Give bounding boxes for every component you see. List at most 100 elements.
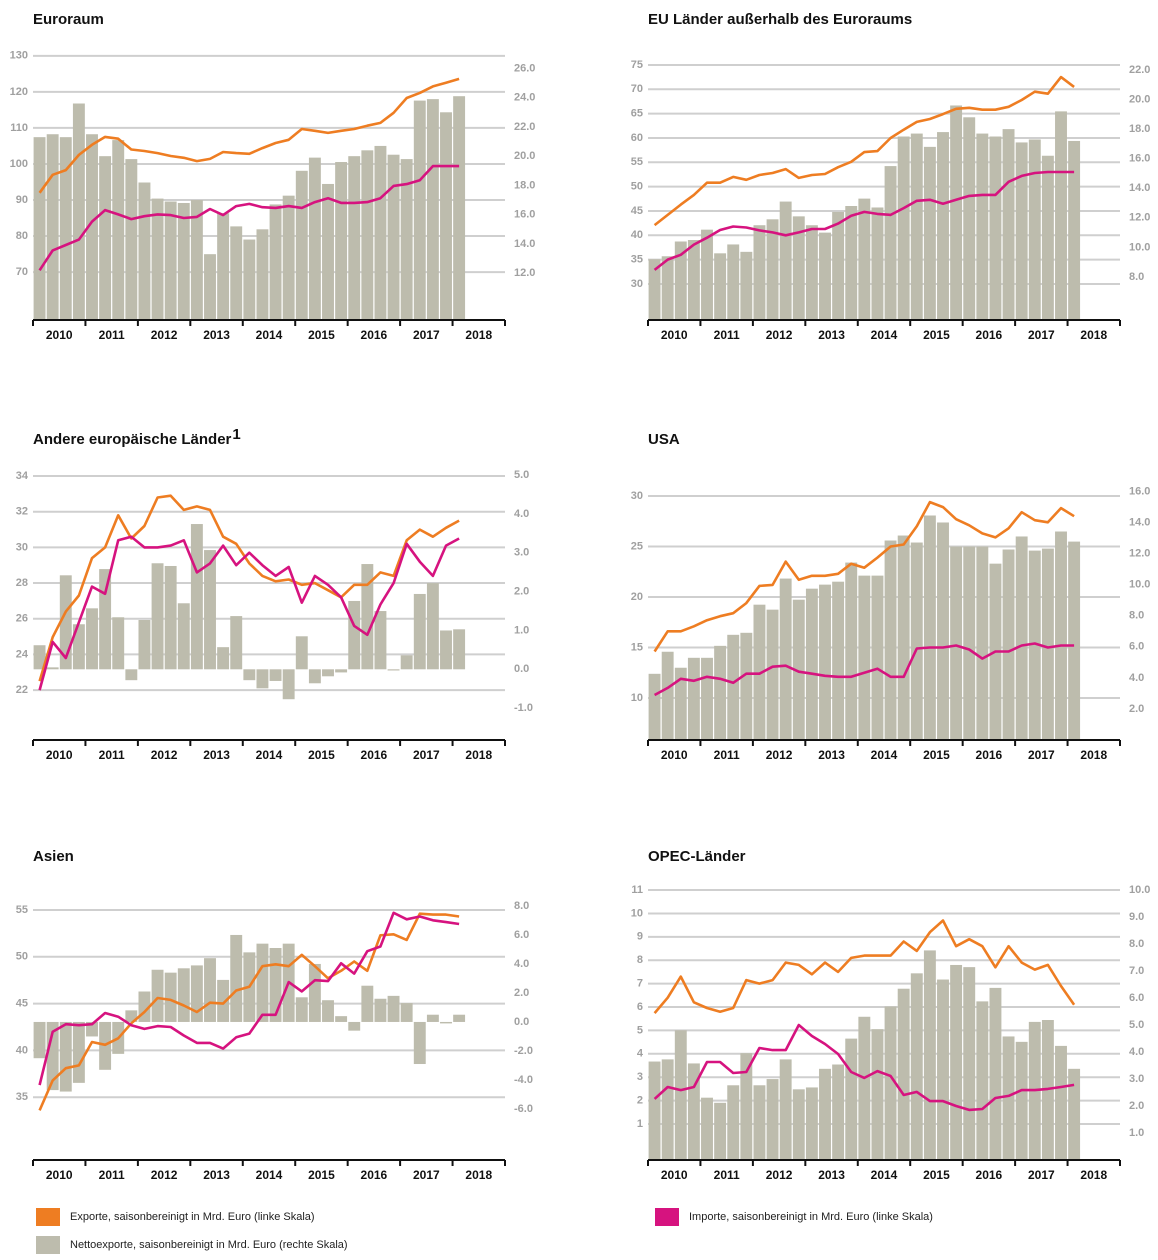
- bar: [112, 140, 125, 320]
- bar: [138, 991, 151, 1022]
- y2-tick-label: 6.0: [1129, 641, 1144, 653]
- bar: [910, 973, 923, 1160]
- bar: [33, 645, 46, 670]
- bar: [295, 997, 308, 1022]
- y-tick-label: 15: [631, 641, 643, 653]
- bar: [714, 253, 727, 320]
- x-tick-label: 2011: [714, 748, 740, 762]
- y-tick-label: 10: [631, 692, 643, 704]
- y2-tick-label: 12.0: [1129, 212, 1150, 224]
- bar: [1068, 140, 1081, 320]
- bar: [230, 616, 243, 670]
- x-tick-label: 2014: [256, 328, 283, 342]
- bar: [989, 987, 1002, 1160]
- x-tick-label: 2018: [465, 748, 492, 762]
- y2-tick-label: 10.0: [1129, 884, 1150, 896]
- y2-tick-label: 18.0: [1129, 123, 1150, 135]
- bar: [923, 146, 936, 320]
- bar: [976, 133, 989, 320]
- bar: [648, 259, 661, 320]
- y-tick-label: 35: [631, 254, 643, 266]
- x-tick-label: 2014: [256, 1168, 283, 1182]
- bar: [413, 1021, 426, 1065]
- bar: [661, 256, 674, 320]
- y2-tick-label: 16.0: [1129, 153, 1150, 165]
- y-tick-label: 20: [631, 591, 643, 603]
- bar: [832, 211, 845, 320]
- x-tick-label: 2010: [661, 748, 688, 762]
- x-tick-label: 2016: [361, 748, 388, 762]
- bar: [400, 1003, 413, 1022]
- bar: [701, 657, 713, 740]
- legend-swatch: [655, 1208, 679, 1226]
- bar: [164, 972, 177, 1022]
- y-tick-label: 1: [637, 1118, 643, 1130]
- bar: [335, 1016, 348, 1022]
- bar: [950, 546, 963, 740]
- y-tick-label: 25: [631, 540, 643, 552]
- y2-tick-label: 5.0: [1129, 1019, 1144, 1031]
- bar: [177, 202, 190, 320]
- x-tick-label: 2016: [976, 1168, 1003, 1182]
- bar: [295, 170, 308, 320]
- bar: [819, 584, 831, 740]
- bar: [46, 667, 59, 670]
- bar: [125, 669, 138, 681]
- x-tick-label: 2017: [413, 328, 440, 342]
- bar: [400, 159, 413, 320]
- bar: [937, 979, 949, 1160]
- bar: [440, 112, 452, 320]
- bar: [400, 655, 413, 670]
- y2-tick-label: 18.0: [514, 179, 535, 191]
- panel: OPEC-Länder 1 2 3 4 5 6 7 8 9 10 11 1.0 2.0 3.0 4.0 5.0 6…: [631, 848, 1151, 1182]
- x-tick-label: 2014: [871, 1168, 898, 1182]
- bar: [674, 667, 687, 740]
- bar: [845, 1038, 858, 1160]
- bar: [348, 600, 361, 670]
- panel: USA 10 15 20 25 30 2.0 4.0 6.0 8.0 10.0 12.0 14.0 16.…: [631, 431, 1151, 762]
- bar: [59, 1021, 72, 1092]
- y-tick-label: 4: [637, 1048, 644, 1060]
- bar: [72, 624, 85, 670]
- y-tick-label: 30: [16, 541, 28, 553]
- bar: [59, 575, 72, 670]
- y-tick-label: 30: [631, 490, 643, 502]
- panel: Andere europäische Länder 1 22 24 26 28 30 32 34…: [16, 426, 533, 762]
- bar: [177, 968, 190, 1022]
- x-tick-label: 2016: [361, 328, 388, 342]
- x-tick-label: 2010: [46, 748, 73, 762]
- y2-tick-label: 26.0: [514, 62, 535, 74]
- chart-title: Andere europäische Länder: [33, 431, 232, 448]
- y-tick-label: 6: [637, 1001, 643, 1013]
- x-tick-label: 2011: [99, 1168, 125, 1182]
- x-tick-label: 2015: [308, 1168, 335, 1182]
- bar: [648, 1061, 661, 1160]
- y2-tick-label: 2.0: [1129, 1100, 1144, 1112]
- x-tick-label: 2010: [46, 1168, 73, 1182]
- y-tick-label: 9: [637, 931, 643, 943]
- x-tick-label: 2017: [413, 748, 440, 762]
- line-series: [38, 77, 460, 194]
- y-tick-label: 34: [16, 470, 29, 482]
- bar: [714, 645, 727, 740]
- y2-tick-label: 6.0: [1129, 992, 1144, 1004]
- bar: [805, 225, 818, 320]
- x-tick-label: 2018: [1080, 1168, 1107, 1182]
- bar: [805, 1087, 818, 1160]
- chart-title: Asien: [33, 848, 74, 865]
- x-tick-label: 2012: [151, 328, 178, 342]
- y-tick-label: 120: [10, 86, 28, 98]
- bar: [243, 669, 256, 681]
- bar: [1055, 531, 1067, 740]
- bar: [269, 669, 282, 681]
- y-tick-label: 32: [16, 506, 28, 518]
- y2-tick-label: 4.0: [1129, 672, 1144, 684]
- bar: [348, 156, 361, 320]
- y-tick-label: 40: [631, 229, 643, 241]
- line-series: [38, 911, 460, 1086]
- bar: [792, 1089, 805, 1160]
- bar: [819, 232, 831, 320]
- y2-tick-label: 3.0: [1129, 1073, 1144, 1085]
- x-tick-label: 2017: [1028, 1168, 1055, 1182]
- y2-tick-label: 14.0: [514, 238, 535, 250]
